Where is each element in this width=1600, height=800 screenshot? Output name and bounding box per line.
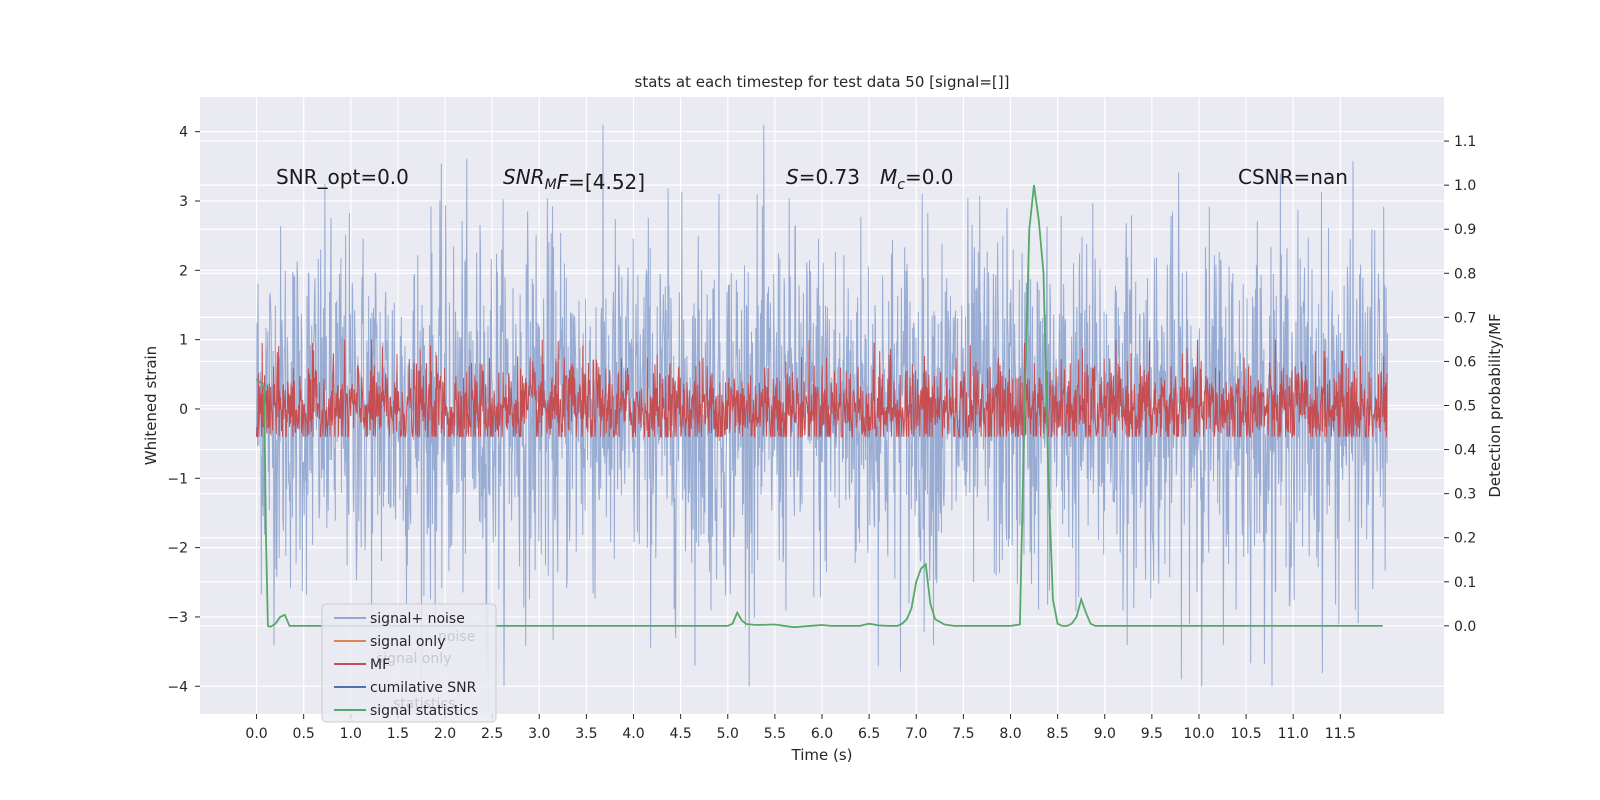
x-tick-label: 7.0 xyxy=(905,726,927,742)
x-tick-label: 0.0 xyxy=(245,726,267,742)
legend-ghost-entry: noise xyxy=(438,629,475,645)
y-axis-left-label: Whitened strain xyxy=(142,346,160,465)
y-axis-right-label: Detection probability/MF xyxy=(1486,313,1504,497)
annotations: SNR_opt=0.0 SNRMF=[4.52] S=0.73 Mc=0.0 CSNR=… xyxy=(276,165,1348,194)
legend-entry: signal statistics xyxy=(370,703,478,719)
legend-entry: MF xyxy=(370,657,390,673)
ticks: 0.0 0.5 1.0 1.5 2.0 2.5 3.0 3.5 4.0 4.5 5.0 5.5 6.0 6… xyxy=(167,125,1476,742)
y-right-tick-label: 0.3 xyxy=(1454,487,1476,503)
y-right-tick-label: 0.0 xyxy=(1454,619,1476,635)
y-right-tick-label: 0.8 xyxy=(1454,266,1476,282)
x-tick-label: 8.0 xyxy=(999,726,1021,742)
annotation-2: S=0.73 xyxy=(786,165,860,189)
x-tick-label: 2.0 xyxy=(434,726,456,742)
x-tick-label: 8.5 xyxy=(1046,726,1068,742)
x-tick-label: 9.0 xyxy=(1094,726,1116,742)
x-tick-label: 10.0 xyxy=(1183,726,1214,742)
y-left-tick-label: −3 xyxy=(167,610,188,626)
x-tick-label: 6.5 xyxy=(858,726,880,742)
annotation-1: SNRMF=[4.52] xyxy=(503,165,645,194)
legend-entry: signal+ noise xyxy=(370,611,465,627)
y-right-tick-label: 1.0 xyxy=(1454,178,1476,194)
y-left-tick-label: −4 xyxy=(167,679,188,695)
legend-box xyxy=(321,603,497,723)
y-right-tick-label: 0.9 xyxy=(1454,222,1476,238)
x-tick-label: 3.0 xyxy=(528,726,550,742)
y-left-tick-label: 4 xyxy=(179,125,188,141)
x-tick-label: 0.5 xyxy=(293,726,315,742)
x-tick-label: 11.0 xyxy=(1278,726,1309,742)
legend-ghost-entry: statistics xyxy=(393,696,455,712)
x-tick-label: 4.5 xyxy=(670,726,692,742)
x-tick-label: 6.0 xyxy=(811,726,833,742)
x-tick-label: 7.5 xyxy=(952,726,974,742)
x-tick-label: 4.0 xyxy=(622,726,644,742)
y-left-tick-label: 2 xyxy=(179,263,188,279)
y-right-tick-label: 0.6 xyxy=(1454,354,1476,370)
x-tick-label: 2.5 xyxy=(481,726,503,742)
series-mf xyxy=(256,339,1388,439)
y-left-tick-label: 0 xyxy=(179,402,188,418)
annotation-3: Mc=0.0 xyxy=(880,165,954,193)
y-left-tick-label: −2 xyxy=(167,541,188,557)
y-right-tick-label: 0.5 xyxy=(1454,399,1476,415)
y-left-tick-label: 3 xyxy=(179,194,188,210)
legend-entry: signal only xyxy=(370,634,445,650)
y-right-tick-label: 0.7 xyxy=(1454,310,1476,326)
legend-ghost-entry: signal only xyxy=(376,651,451,667)
x-axis-label: Time (s) xyxy=(791,746,853,764)
annotation-4: CSNR=nan xyxy=(1238,165,1348,189)
y-left-tick-label: −1 xyxy=(167,471,188,487)
x-tick-label: 1.0 xyxy=(340,726,362,742)
x-tick-label: 1.5 xyxy=(387,726,409,742)
y-right-tick-label: 0.4 xyxy=(1454,443,1476,459)
y-right-tick-label: 0.1 xyxy=(1454,575,1476,591)
x-tick-label: 5.5 xyxy=(764,726,786,742)
annotation-0: SNR_opt=0.0 xyxy=(276,165,409,189)
legend-entry: cumilative SNR xyxy=(370,680,477,696)
x-tick-label: 10.5 xyxy=(1231,726,1262,742)
x-tick-label: 9.5 xyxy=(1141,726,1163,742)
y-right-tick-label: 0.2 xyxy=(1454,531,1476,547)
chart-title: stats at each timestep for test data 50 … xyxy=(635,73,1010,91)
x-tick-label: 11.5 xyxy=(1325,726,1356,742)
x-tick-label: 3.5 xyxy=(575,726,597,742)
y-right-tick-label: 1.1 xyxy=(1454,134,1476,150)
y-left-tick-label: 1 xyxy=(179,333,188,349)
x-tick-label: 5.0 xyxy=(717,726,739,742)
